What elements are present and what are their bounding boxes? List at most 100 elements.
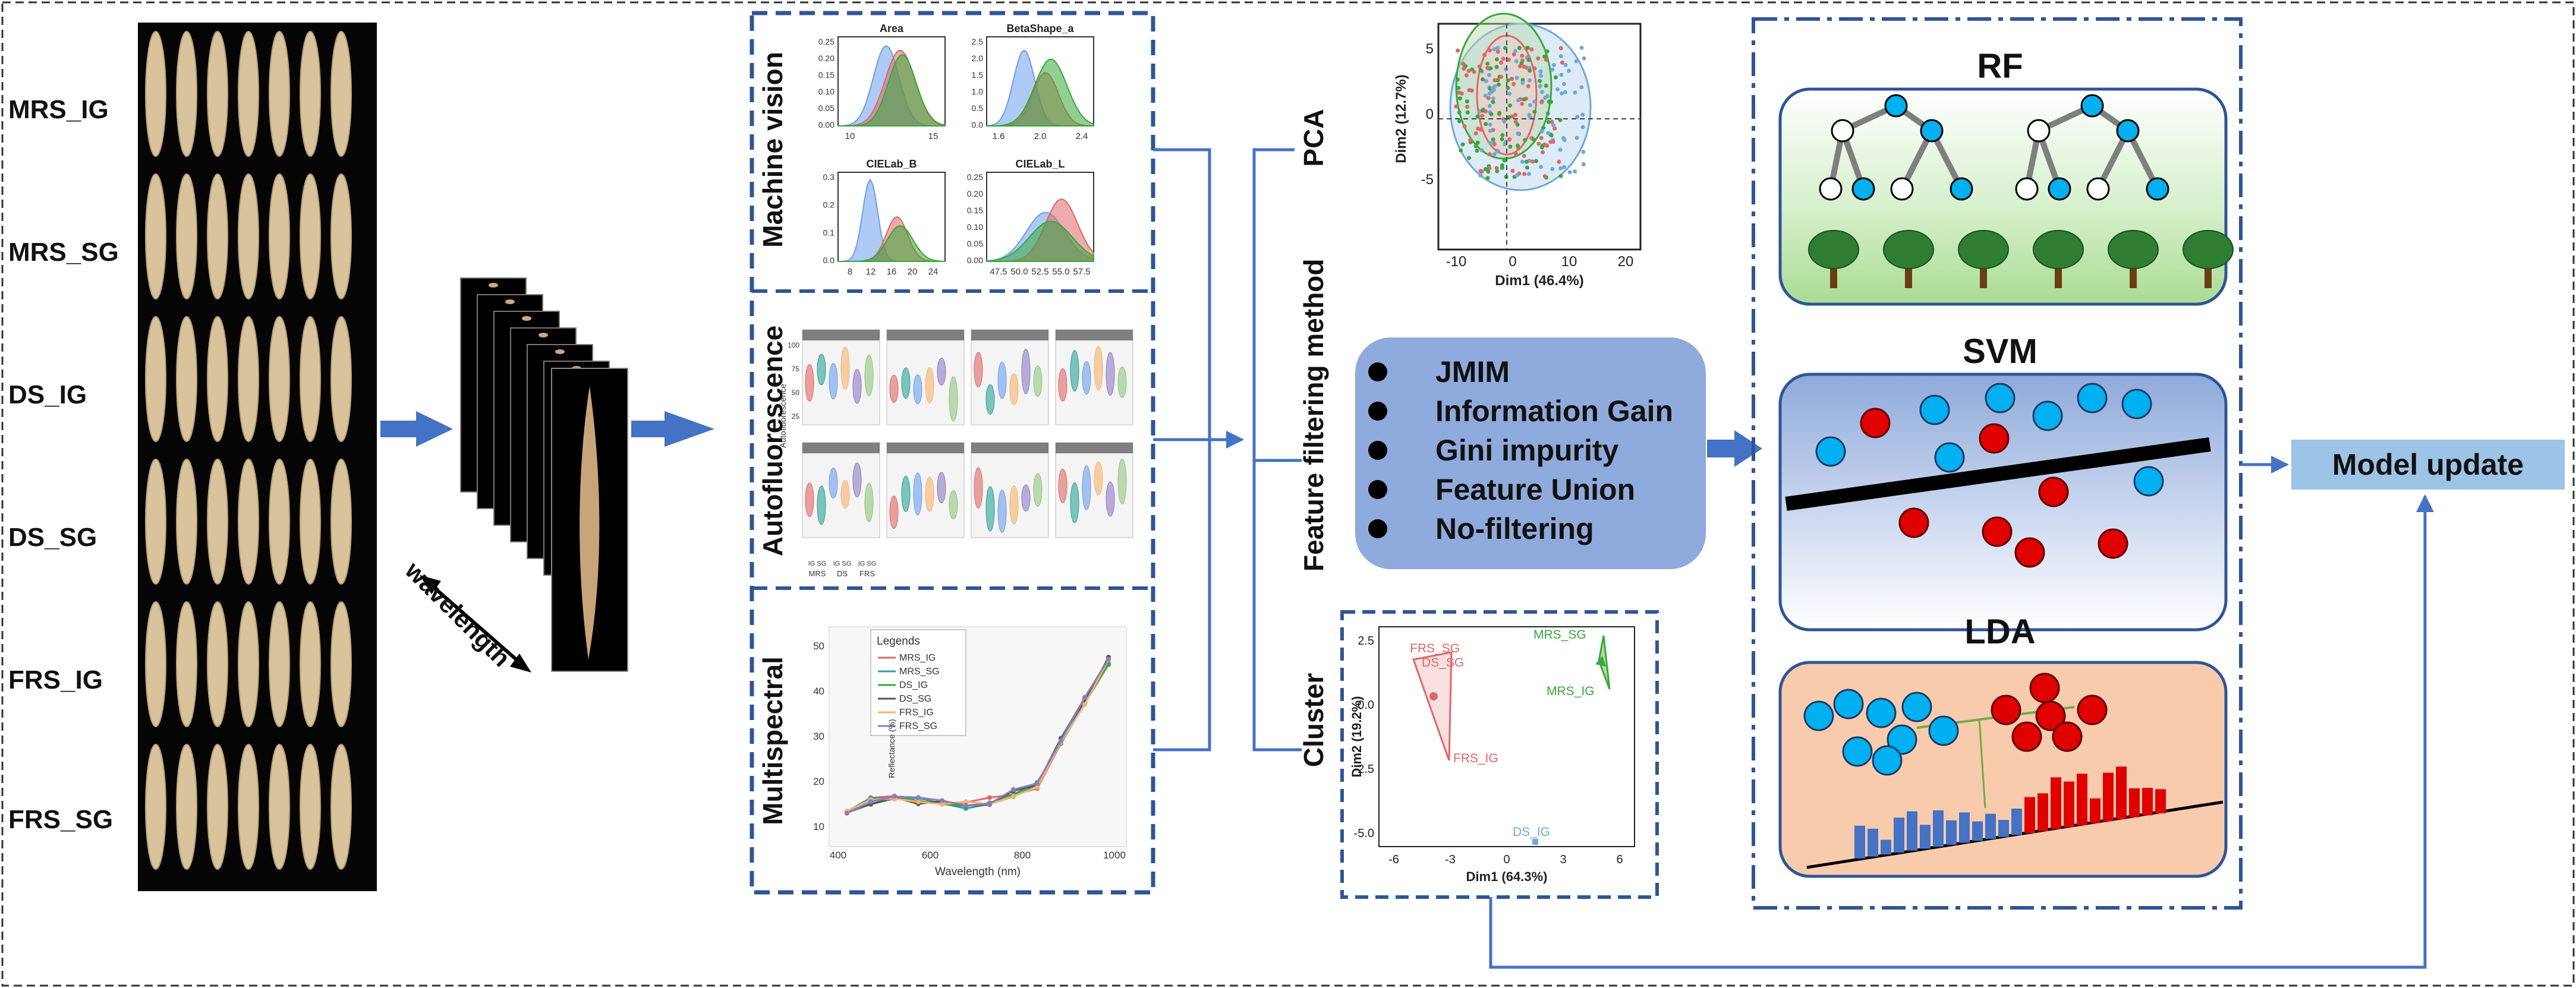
seed-grain	[145, 744, 166, 870]
subplot-xtick: 8	[848, 267, 852, 277]
seed-grain	[269, 173, 290, 299]
af-violin	[1082, 361, 1091, 395]
af-violin	[1033, 473, 1043, 507]
pca-xlabel: Dim1 (46.4%)	[1495, 273, 1583, 289]
subplot-title: Area	[880, 23, 904, 34]
pca-point	[1457, 96, 1462, 101]
panels-dashed-border	[750, 11, 1155, 895]
feature-filter-box	[1355, 337, 1706, 569]
af-facet-strip	[971, 330, 1048, 340]
svm-point-blue	[2133, 466, 2164, 497]
subplot-ytick: 0.0	[823, 255, 835, 265]
lda-histogram-bar	[1907, 811, 1917, 851]
pca-point	[1462, 124, 1467, 129]
seed-grain	[145, 316, 166, 442]
pca-point	[1456, 90, 1461, 95]
autofluorescence-plot: Autofluorescence 100 75 50 25 MRS IG SG DS IG SG…	[778, 329, 1133, 578]
subplot-ytick: 0.15	[967, 206, 983, 215]
pca-point	[1520, 53, 1525, 58]
pca-point	[1563, 63, 1568, 68]
pca-point	[1491, 137, 1495, 142]
subplot-title: BetaShape_a	[1006, 23, 1074, 34]
pca-point	[1464, 73, 1469, 78]
pca-point	[1553, 75, 1558, 80]
af-violin	[1070, 482, 1079, 523]
subplot-xtick: 15	[928, 131, 939, 141]
svm-point-blue	[2032, 400, 2063, 431]
cluster-point-label: FRS_IG	[1453, 752, 1498, 765]
pca-point	[1550, 119, 1554, 124]
pca-point	[1456, 86, 1460, 90]
subplot-xtick: 2.4	[1076, 131, 1088, 141]
pca-point	[1457, 110, 1462, 115]
af-facet-strip	[1056, 443, 1133, 453]
pca-point	[1480, 113, 1485, 118]
ms-legend-entry: FRS_SG	[899, 721, 937, 731]
af-violin	[1106, 481, 1115, 517]
af-violin	[949, 490, 958, 520]
lda-point-blue	[1866, 697, 1897, 728]
seed-grain	[300, 601, 321, 727]
lda-point-red	[2035, 700, 2066, 731]
af-violin	[925, 367, 934, 403]
seed-grain	[330, 601, 352, 727]
pca-point	[1526, 84, 1531, 89]
pca-point	[1516, 131, 1520, 136]
pca-point	[1511, 81, 1516, 86]
subplot-xtick: 55.0	[1052, 267, 1069, 277]
pca-point	[1487, 72, 1492, 77]
lda-histogram-bar	[1854, 825, 1865, 858]
pca-point	[1477, 64, 1482, 69]
pca-point	[1558, 46, 1563, 50]
pca-point	[1492, 78, 1497, 83]
layer-seed-top	[555, 349, 565, 354]
rf-node	[2080, 94, 2104, 118]
pca-point	[1507, 137, 1512, 142]
seed-grain	[176, 459, 197, 585]
ms-xtick: 400	[830, 850, 846, 861]
pca-point	[1574, 135, 1579, 140]
front-layer-seed	[580, 386, 600, 659]
pca-point	[1506, 78, 1510, 83]
pca-point	[1550, 166, 1555, 171]
pca-point	[1491, 96, 1495, 101]
ms-legend-entry: MRS_IG	[899, 653, 936, 663]
af-violin	[1021, 348, 1031, 394]
ms-xlabel: Wavelength (nm)	[935, 866, 1021, 878]
pca-point	[1532, 137, 1536, 142]
pca-point	[1530, 159, 1535, 164]
pca-point	[1507, 115, 1511, 119]
arrow-photo-to-stack	[380, 411, 453, 447]
pca-point	[1540, 150, 1545, 154]
subplot-title: CIELab_L	[1015, 158, 1065, 170]
seed-grain	[176, 173, 197, 299]
af-violin	[1009, 485, 1019, 525]
pca-point	[1506, 86, 1510, 90]
pca-point	[1500, 133, 1505, 138]
seed-grain	[176, 31, 197, 157]
pca-point	[1580, 125, 1585, 130]
tree-crown	[1958, 230, 2009, 269]
row-label-frs-sg: FRS_SG	[8, 805, 114, 834]
seed-grain	[269, 744, 290, 870]
pca-frame	[1437, 23, 1642, 251]
af-violin	[1058, 368, 1067, 402]
lda-histogram-bar	[1972, 821, 1983, 841]
pca-point	[1482, 53, 1487, 58]
pca-point	[1581, 150, 1586, 154]
pca-point	[1497, 111, 1502, 115]
cluster-point-label: MRS_SG	[1533, 628, 1586, 642]
connector-lines	[1153, 148, 1302, 752]
af-violin	[1117, 459, 1127, 504]
subplot-ytick: 2.0	[972, 53, 984, 63]
af-violin	[1070, 350, 1079, 392]
seed-grain	[269, 316, 290, 442]
pca-point	[1481, 77, 1485, 82]
lda-point-blue	[1833, 689, 1864, 719]
pca-point	[1494, 166, 1499, 171]
pca-point	[1581, 162, 1586, 167]
pca-point	[1516, 143, 1520, 148]
af-violin	[864, 483, 874, 522]
density-curve	[986, 220, 1094, 262]
pca-point	[1507, 103, 1512, 108]
